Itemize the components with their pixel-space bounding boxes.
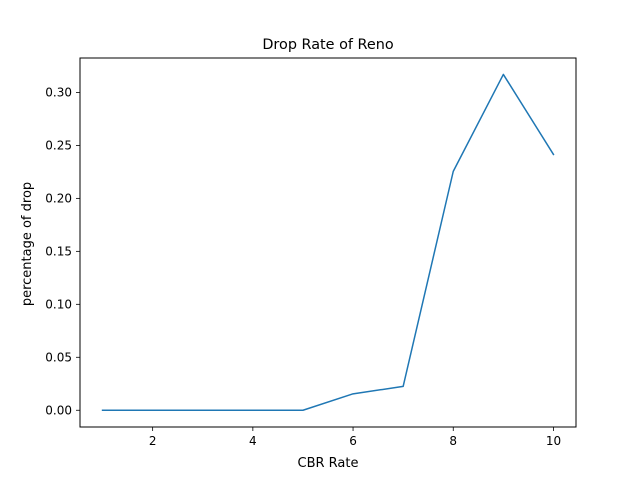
x-tick-label: 4	[249, 434, 257, 448]
y-tick-label: 0.15	[45, 245, 72, 259]
chart-title: Drop Rate of Reno	[262, 37, 394, 53]
y-axis: 0.00 0.05 0.10 0.15 0.20 0.25 0.30	[45, 86, 80, 417]
y-tick-label: 0.25	[45, 139, 72, 153]
y-tick-label: 0.30	[45, 86, 72, 100]
x-axis: 2 4 6 8 10	[149, 427, 561, 448]
y-tick-label: 0.20	[45, 192, 72, 206]
x-axis-label: CBR Rate	[298, 456, 359, 471]
x-tick-label: 10	[546, 434, 561, 448]
x-tick-label: 6	[349, 434, 357, 448]
y-tick-label: 0.05	[45, 350, 72, 364]
plot-series-layer	[101, 73, 555, 412]
y-axis-label: percentage of drop	[20, 182, 35, 306]
y-tick-label: 0.10	[45, 298, 72, 312]
y-tick-label: 0.00	[45, 403, 72, 417]
x-tick-label: 8	[449, 434, 457, 448]
plot-area-frame	[79, 57, 577, 428]
series-line-0	[101, 73, 555, 412]
x-tick-label: 2	[149, 434, 157, 448]
